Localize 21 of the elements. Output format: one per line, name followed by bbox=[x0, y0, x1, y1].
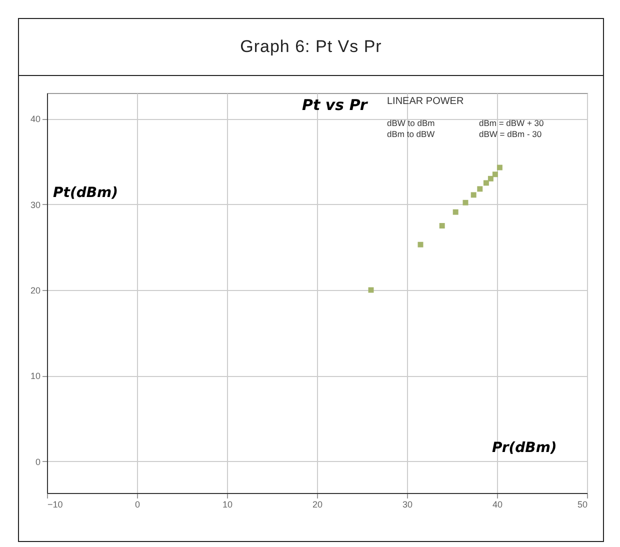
annotation: dBW = dBm - 30 bbox=[479, 129, 542, 139]
y-tick-label: 0 bbox=[35, 456, 40, 467]
x-tick-label: 20 bbox=[312, 500, 323, 510]
annotation: dBW to dBm bbox=[387, 118, 435, 128]
y-axis-title: Pt(dBm) bbox=[53, 185, 118, 201]
x-tick-label: −10 bbox=[48, 500, 63, 510]
x-tick-label: 30 bbox=[402, 500, 413, 510]
y-tick-label: 30 bbox=[30, 200, 40, 210]
y-tick-label: 20 bbox=[30, 286, 40, 296]
annotation: dBm to dBW bbox=[387, 129, 435, 139]
x-tick-label: 50 bbox=[577, 500, 588, 510]
x-tick-label: 0 bbox=[134, 500, 140, 510]
y-tick-label: 10 bbox=[30, 371, 40, 382]
chart-subtitle: Pt vs Pr bbox=[302, 96, 369, 114]
chart-title: Graph 6: Pt Vs Pr bbox=[19, 19, 603, 76]
x-tick-label: 10 bbox=[222, 500, 233, 510]
x-tick-label: 40 bbox=[492, 500, 503, 510]
x-axis-title: Pr(dBm) bbox=[492, 440, 557, 456]
annotation: dBm = dBW + 30 bbox=[479, 118, 544, 128]
annotation: LINEAR POWER bbox=[387, 96, 464, 107]
y-tick-label: 40 bbox=[30, 114, 40, 124]
